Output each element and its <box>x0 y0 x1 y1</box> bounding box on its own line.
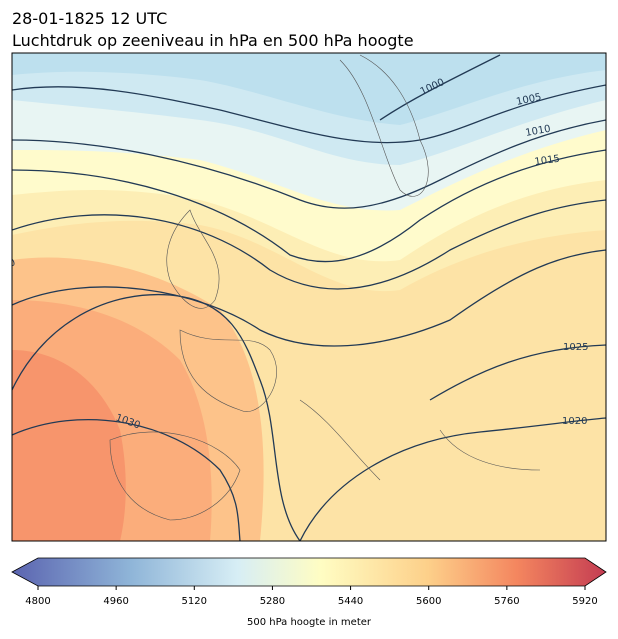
colorbar: 500 hPa hoogte in meter 4800 4960 5120 5280… <box>11 557 607 628</box>
colorbar-tick-label: 5760 <box>494 596 519 607</box>
map-frame <box>11 52 607 542</box>
colorbar-tick-label: 5440 <box>338 596 363 607</box>
colorbar-tick-label: 5920 <box>572 596 597 607</box>
colorbar-tick-label: 5280 <box>260 596 285 607</box>
colorbar-body <box>11 557 607 587</box>
contour-label: 1005 <box>515 92 542 108</box>
colorbar-tick-label: 5120 <box>182 596 207 607</box>
colorbar-tick-label: 4960 <box>103 596 128 607</box>
map: 1000 1005 1010 1015 1025 1020 1030 10 <box>1 53 606 541</box>
contour-label: 1015 <box>534 154 561 168</box>
title: Luchtdruk op zeeniveau in hPa en 500 hPa… <box>12 31 414 50</box>
colorbar-label: 500 hPa hoogte in meter <box>247 617 372 628</box>
contour-label: 1025 <box>563 342 588 353</box>
contour-label: 10 <box>1 257 17 272</box>
colorbar-tick-label: 4800 <box>25 596 50 607</box>
contour-label: 1020 <box>562 416 587 427</box>
date: 28-01-1825 12 UTC <box>12 9 167 28</box>
colorbar-tick-label: 5600 <box>416 596 441 607</box>
contour-label: 1010 <box>525 124 552 139</box>
